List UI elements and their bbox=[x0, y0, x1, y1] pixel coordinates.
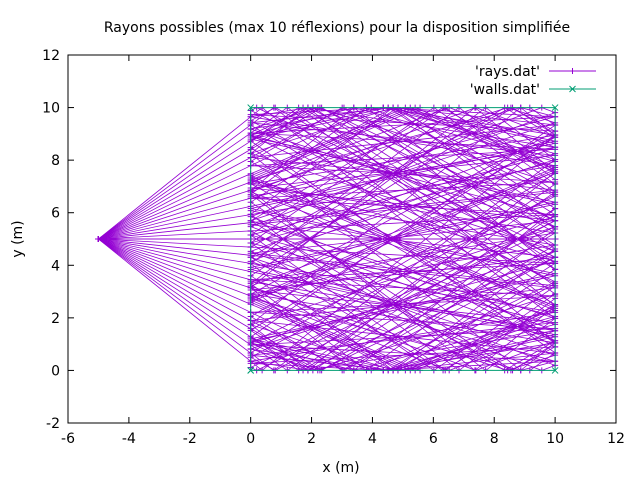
y-axis: -2 0 2 4 6 8 10 12 bbox=[42, 48, 616, 432]
x-axis-label: x (m) bbox=[322, 460, 359, 476]
ray-path bbox=[98, 107, 557, 371]
x-tick-label: -4 bbox=[122, 431, 136, 447]
legend: 'rays.dat' 'walls.dat' bbox=[470, 64, 596, 98]
x-tick-label: 4 bbox=[368, 431, 377, 447]
wall-point-marker bbox=[247, 104, 255, 111]
x-tick-label: -6 bbox=[61, 431, 75, 447]
ray-path bbox=[98, 107, 557, 371]
y-tick-label: 10 bbox=[42, 101, 60, 117]
x-tick-label: 10 bbox=[546, 431, 564, 447]
chart-title: Rayons possibles (max 10 réflexions) pou… bbox=[104, 20, 570, 36]
y-tick-label: 4 bbox=[51, 258, 60, 274]
legend-marker-rays bbox=[569, 68, 576, 74]
x-axis: -6 -4 -2 0 2 4 6 8 10 12 bbox=[61, 55, 625, 447]
plot-border bbox=[67, 54, 617, 424]
x-tick-label: 8 bbox=[490, 431, 499, 447]
ray-path bbox=[98, 107, 556, 371]
y-tick-label: 0 bbox=[51, 363, 60, 379]
plot-area: -6 -4 -2 0 2 4 6 8 10 12 -2 0 2 4 6 8 10 12 bbox=[42, 48, 625, 447]
y-axis-label: y (m) bbox=[10, 220, 26, 257]
x-tick-label: 12 bbox=[607, 431, 625, 447]
ray-path bbox=[98, 107, 556, 371]
y-tick-label: 8 bbox=[51, 153, 60, 169]
ray-path bbox=[98, 107, 556, 371]
ray-path bbox=[98, 191, 556, 371]
x-tick-label: 6 bbox=[429, 431, 438, 447]
walls-series bbox=[247, 104, 559, 374]
ray-point-marker bbox=[95, 236, 102, 242]
ray-path bbox=[98, 107, 556, 287]
rays-series bbox=[95, 104, 559, 374]
ray-path bbox=[98, 238, 556, 371]
x-tick-label: 0 bbox=[246, 431, 255, 447]
x-tick-label: 2 bbox=[307, 431, 316, 447]
legend-marker-walls bbox=[569, 85, 576, 93]
wall-point-marker bbox=[551, 104, 559, 111]
ray-path bbox=[98, 107, 557, 371]
y-tick-label: 2 bbox=[51, 311, 60, 327]
y-tick-label: -2 bbox=[46, 416, 60, 432]
legend-label-rays: 'rays.dat' bbox=[475, 64, 540, 80]
ray-path bbox=[98, 107, 556, 371]
x-tick-label: -2 bbox=[183, 431, 197, 447]
y-tick-label: 6 bbox=[51, 206, 60, 222]
wall-point-marker bbox=[551, 367, 559, 374]
legend-label-walls: 'walls.dat' bbox=[470, 82, 540, 98]
y-tick-label: 12 bbox=[42, 48, 60, 64]
wall-point-marker bbox=[247, 367, 255, 374]
